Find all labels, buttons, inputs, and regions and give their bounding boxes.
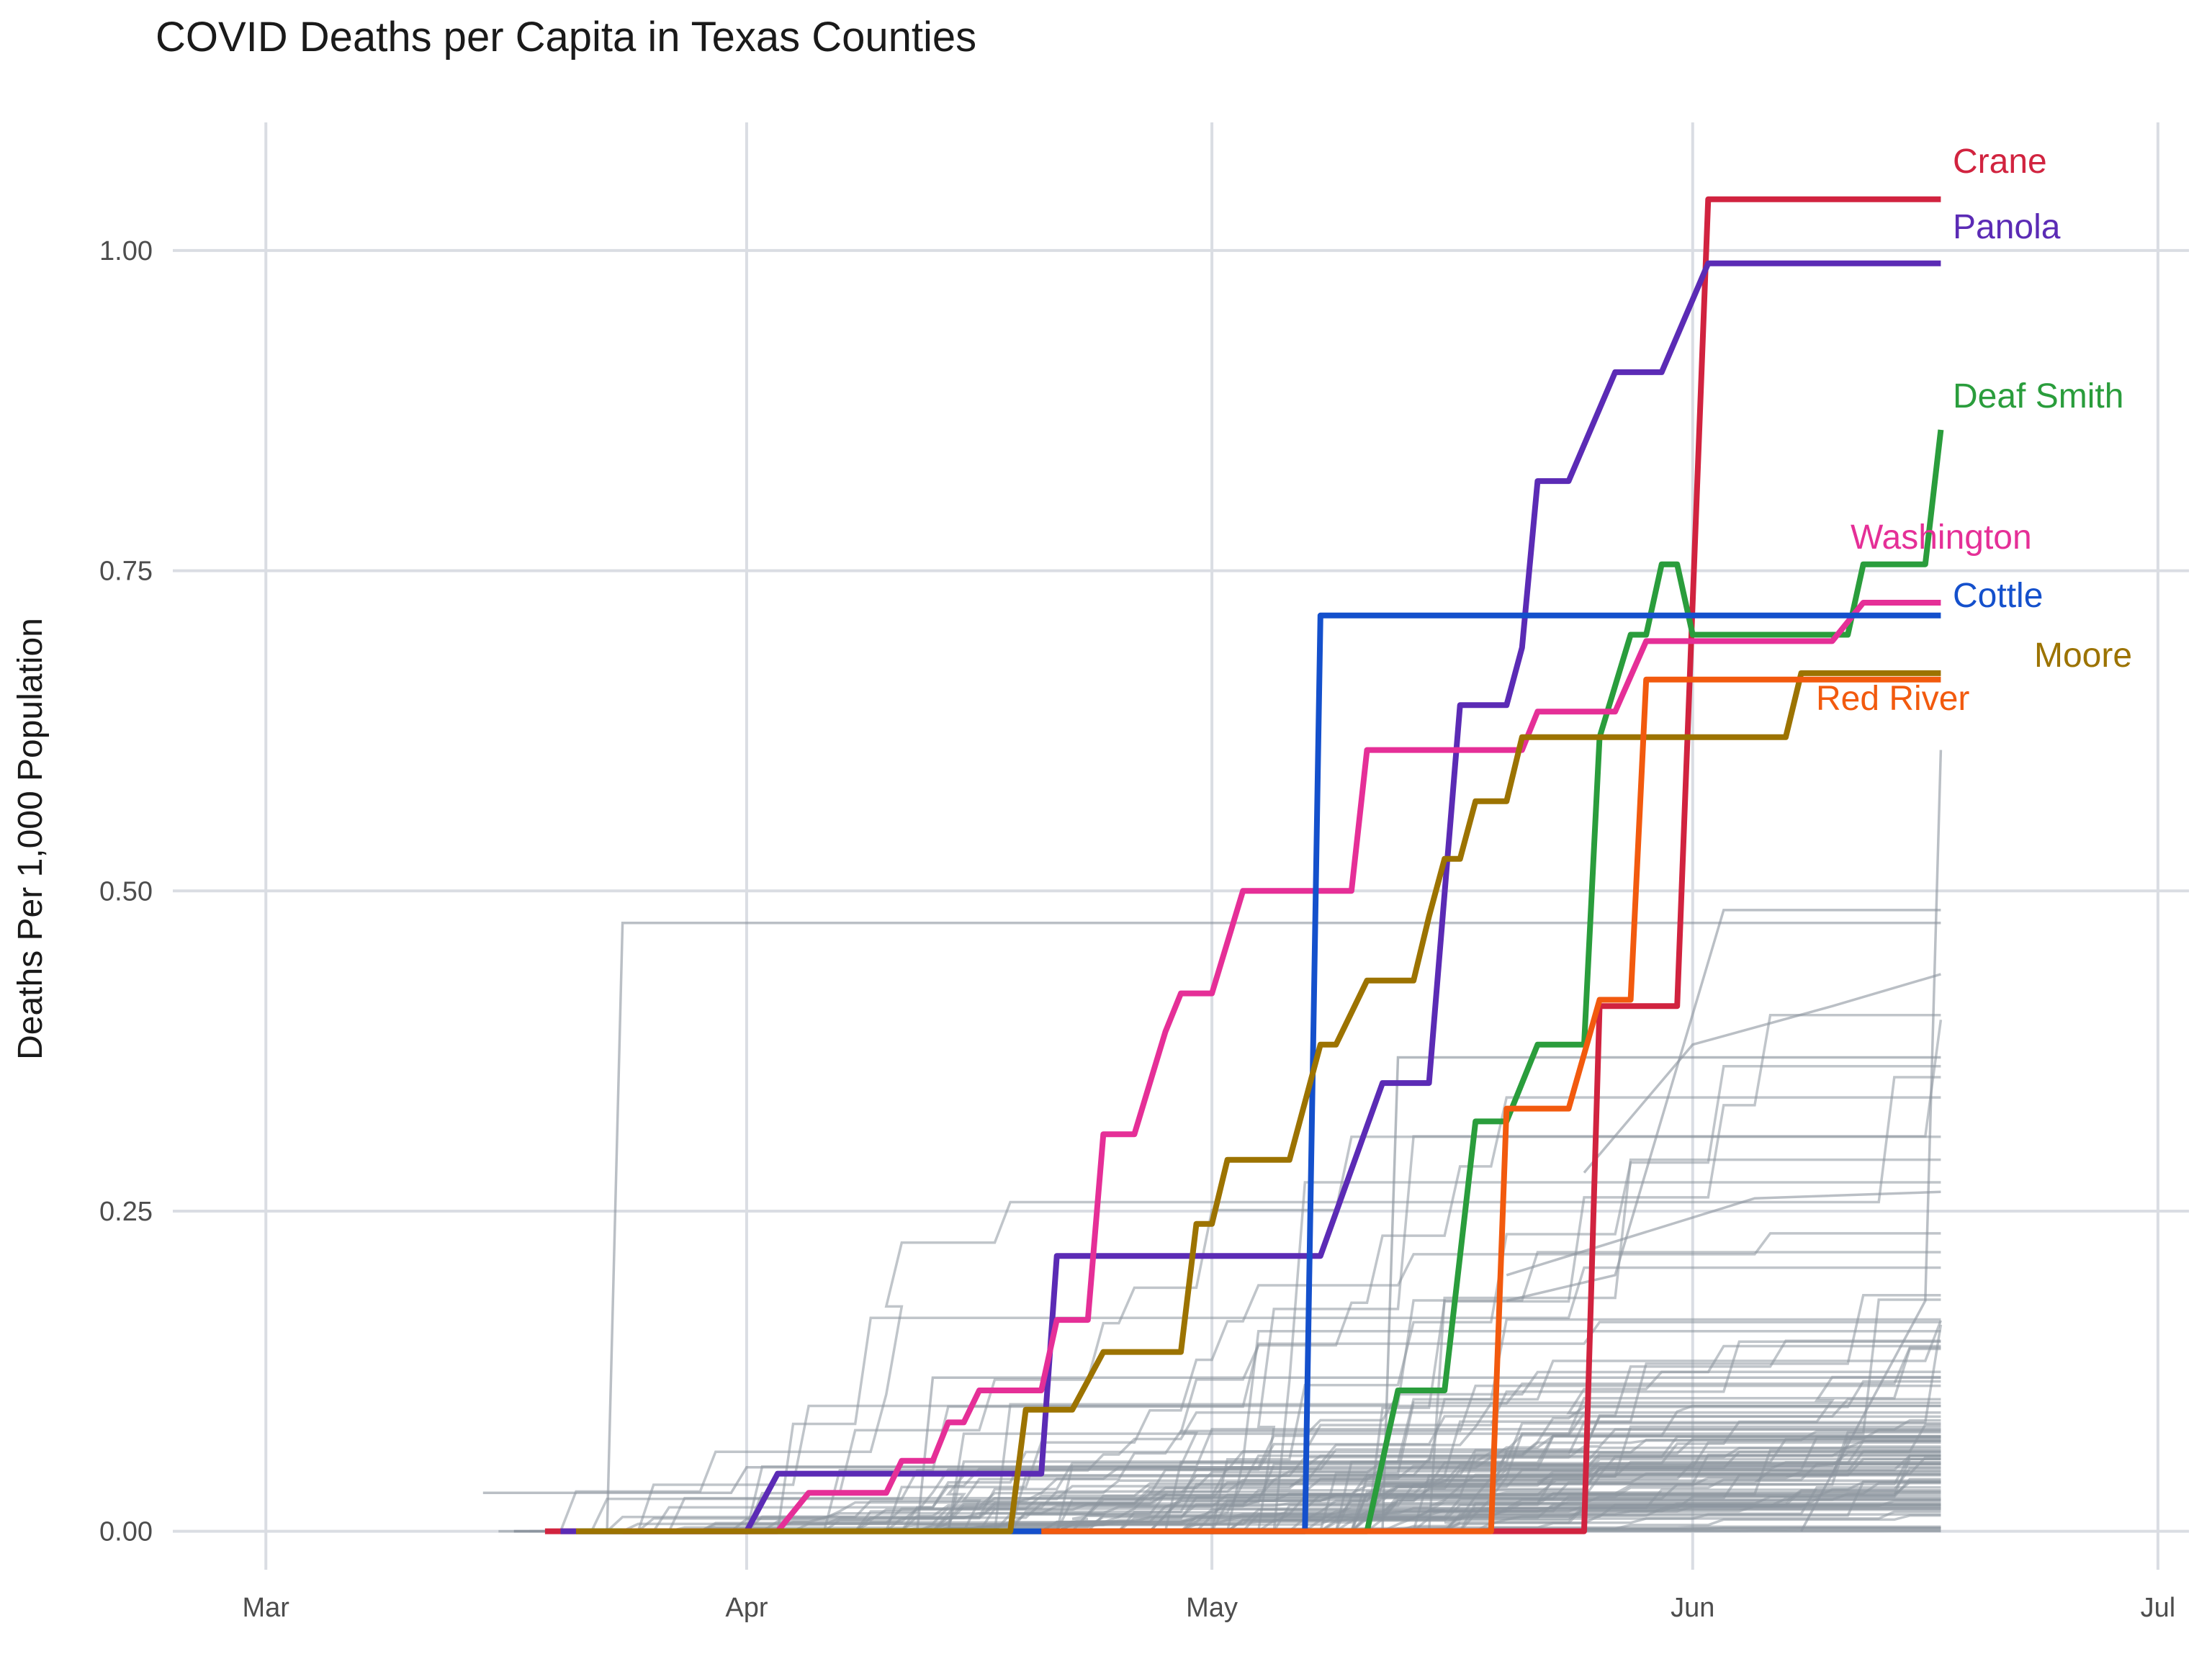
series-label-deaf-smith: Deaf Smith bbox=[1953, 377, 2123, 415]
x-tick-label: Apr bbox=[725, 1593, 768, 1623]
x-tick-label: Jul bbox=[2141, 1593, 2176, 1623]
series-label-crane: Crane bbox=[1953, 143, 2047, 181]
background-county-line bbox=[1799, 750, 1943, 1532]
series-label-moore: Moore bbox=[2034, 637, 2132, 675]
x-tick-label: Jun bbox=[1671, 1593, 1714, 1623]
y-tick-label: 0.75 bbox=[99, 557, 153, 587]
background-county-line bbox=[576, 1064, 1941, 1533]
background-county-line bbox=[576, 1232, 1941, 1533]
background-county-line bbox=[576, 1470, 1941, 1533]
background-county-line bbox=[576, 1456, 1941, 1533]
background-county-line bbox=[576, 1266, 1941, 1533]
series-line-panola bbox=[560, 260, 1941, 1534]
y-tick-label: 0.50 bbox=[99, 876, 153, 907]
background-county-line bbox=[1506, 1190, 1941, 1277]
highlighted-county-lines bbox=[544, 196, 1944, 1534]
x-tick-label: Mar bbox=[243, 1593, 290, 1623]
series-label-panola: Panola bbox=[1953, 208, 2061, 246]
y-tick-label: 0.25 bbox=[99, 1197, 153, 1227]
series-line-washington bbox=[622, 600, 1941, 1534]
x-gridlines bbox=[264, 122, 2159, 1570]
series-labels: Crane Panola Deaf Smith Washington Cottle Moo… bbox=[1816, 143, 2132, 718]
y-tick-label: 1.00 bbox=[99, 236, 153, 266]
background-county-line bbox=[529, 1076, 1941, 1533]
background-county-line bbox=[576, 1346, 1941, 1533]
background-county-line bbox=[576, 1344, 1941, 1533]
series-label-cottle: Cottle bbox=[1953, 577, 2043, 615]
y-tick-labels: 0.00 0.25 0.50 0.75 1.00 bbox=[99, 236, 153, 1547]
background-county-line bbox=[1583, 973, 1941, 1174]
background-county-line bbox=[513, 1404, 1941, 1533]
y-axis-title: Deaths Per 1,000 Population bbox=[12, 618, 50, 1060]
background-county-line bbox=[1506, 909, 1941, 1303]
x-tick-label: May bbox=[1186, 1593, 1238, 1623]
series-line-red-river bbox=[1041, 676, 1941, 1534]
series-line-moore bbox=[576, 670, 1941, 1534]
y-tick-label: 0.00 bbox=[99, 1517, 153, 1547]
series-label-red-river: Red River bbox=[1816, 680, 1969, 718]
x-tick-labels: Mar Apr May Jun Jul bbox=[243, 1593, 2176, 1623]
series-label-washington: Washington bbox=[1851, 518, 2032, 557]
chart-title: COVID Deaths per Capita in Texas Countie… bbox=[156, 14, 977, 60]
